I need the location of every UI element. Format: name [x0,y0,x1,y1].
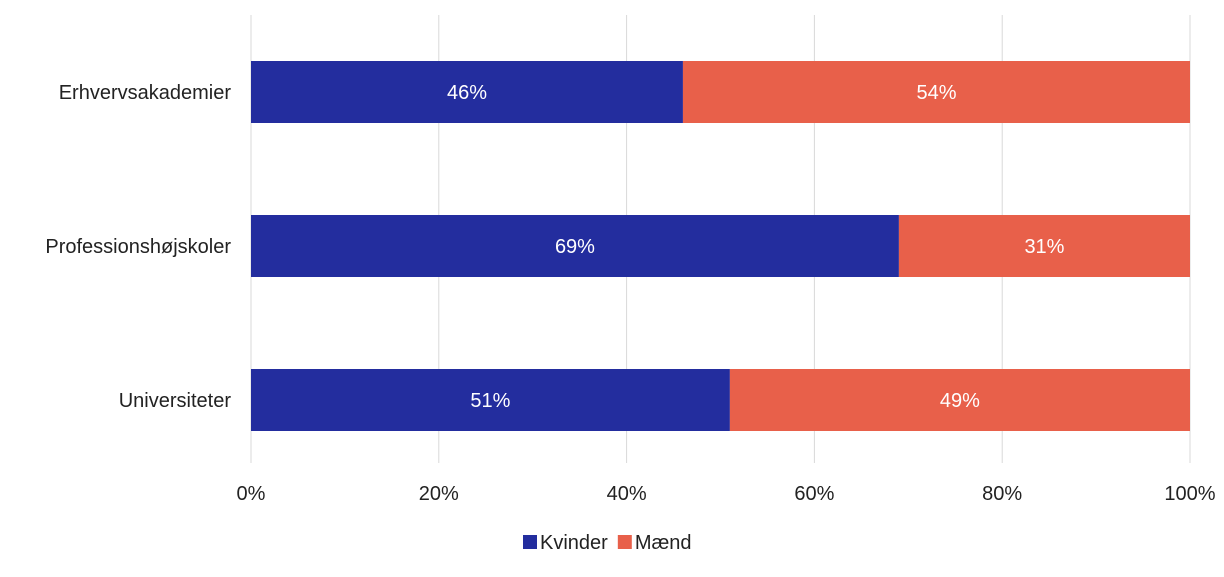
x-tick-label-4: 80% [982,483,1022,505]
category-labels: Erhvervsakademier Professionshøjskoler Uni… [45,82,231,412]
data-label-mænd-0: 54% [916,82,956,104]
bar-mænd-2 [729,369,1190,431]
category-label-0: Erhvervsakademier [59,82,232,104]
data-label-kvinder-0: 46% [447,82,487,104]
legend-label-mænd: Mænd [635,532,692,554]
x-tick-label-0: 0% [237,483,266,505]
category-label-2: Universiteter [119,390,232,412]
bar-mænd-0 [682,61,1190,123]
bar-kvinder-1 [251,215,899,277]
x-tick-label-5: 100% [1164,483,1215,505]
bars: 46% 54% 69% 31% 51% 49% [251,61,1190,431]
x-tick-label-3: 60% [794,483,834,505]
data-label-kvinder-2: 51% [470,390,510,412]
x-tick-label-2: 40% [607,483,647,505]
legend-swatch-mænd [617,535,632,549]
legend-label-kvinder: Kvinder [540,532,608,554]
data-label-kvinder-1: 69% [555,236,595,258]
legend-swatch-kvinder [523,535,537,549]
data-label-mænd-2: 49% [940,390,980,412]
x-tick-label-1: 20% [419,483,459,505]
bar-mænd-1 [898,215,1190,277]
x-axis-tick-labels: 0% 20% 40% 60% 80% 100% [237,483,1216,505]
category-label-1: Professionshøjskoler [45,236,231,258]
bar-kvinder-2 [251,369,730,431]
data-label-mænd-1: 31% [1024,236,1064,258]
legend: Kvinder Mænd [523,532,692,554]
bar-kvinder-0 [251,61,683,123]
